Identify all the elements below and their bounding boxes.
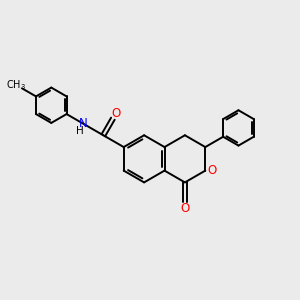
- Text: H: H: [76, 126, 83, 136]
- Text: CH$_3$: CH$_3$: [6, 78, 26, 92]
- Text: O: O: [112, 106, 121, 120]
- Text: O: O: [180, 202, 190, 214]
- Text: N: N: [79, 117, 88, 130]
- Text: O: O: [207, 164, 216, 177]
